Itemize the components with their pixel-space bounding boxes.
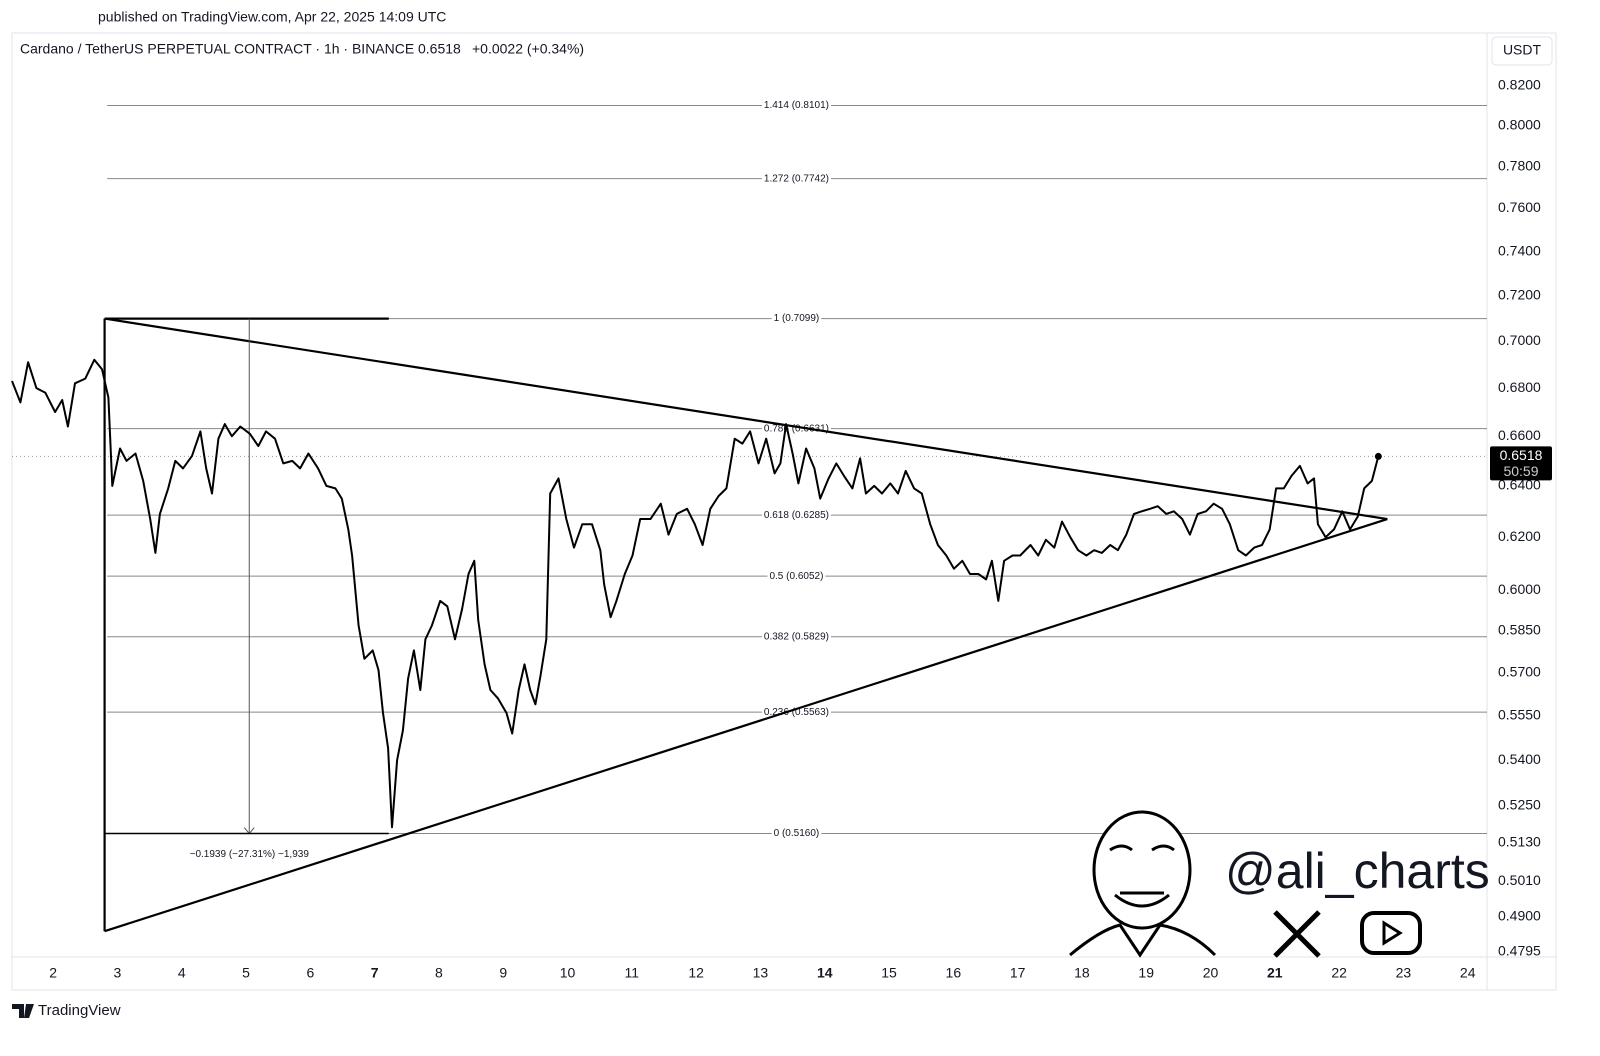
x-tick-label: 6: [306, 965, 314, 981]
fib-label: 1.272 (0.7742): [764, 173, 829, 184]
y-tick-label: 0.7200: [1498, 286, 1541, 302]
fib-label-bg: [771, 313, 822, 325]
y-tick-label: 0.6600: [1498, 427, 1541, 443]
last-price-dot: [1374, 452, 1382, 460]
countdown: 50:59: [1503, 463, 1538, 479]
x-tick-label: 20: [1203, 965, 1219, 981]
y-tick-label: 0.7600: [1498, 199, 1541, 215]
measure-label: −0.1939 (−27.31%) −1,939: [190, 849, 310, 860]
y-tick-label: 0.5850: [1498, 622, 1541, 638]
x-tick-label: 10: [560, 965, 576, 981]
y-tick-label: 0.8000: [1498, 116, 1541, 132]
x-tick-label: 13: [753, 965, 769, 981]
x-tick-label: 14: [817, 965, 833, 981]
header-price: 0.6518: [418, 41, 461, 57]
panel-border: [11, 32, 1557, 991]
y-tick-label: 0.5550: [1498, 707, 1541, 723]
y-tick-label: 0.5700: [1498, 664, 1541, 680]
watermark-handle: @ali_charts: [1225, 843, 1490, 899]
x-tick-label: 16: [946, 965, 962, 981]
tradingview-logo: [12, 1004, 34, 1018]
x-tick-label: 18: [1074, 965, 1090, 981]
y-tick-label: 0.5130: [1498, 834, 1541, 850]
trendline: [104, 317, 1388, 521]
x-tick-label: 11: [625, 965, 640, 981]
fib-label-bg: [767, 570, 826, 582]
x-tick-label: 21: [1267, 965, 1283, 981]
x-tick-label: 4: [178, 965, 186, 981]
fib-label-bg: [761, 706, 831, 718]
price-line: [11, 358, 1380, 829]
header-change: +0.0022 (+0.34%): [472, 41, 584, 57]
y-tick-label: 0.7400: [1498, 242, 1541, 258]
y-tick-label: 0.7800: [1498, 157, 1541, 173]
x-tick-label: 19: [1138, 965, 1154, 981]
y-tick-label: 0.6400: [1498, 477, 1541, 493]
x-tick-label: 2: [49, 965, 57, 981]
fib-label: 1 (0.7099): [774, 313, 820, 324]
y-tick-label: 0.4900: [1498, 908, 1541, 924]
y-tick-label: 0.6000: [1498, 581, 1541, 597]
watermark: @ali_charts: [1069, 810, 1490, 958]
x-tick-label: 17: [1010, 965, 1026, 981]
fib-label: 1.414 (0.8101): [764, 100, 829, 111]
x-tick-label: 9: [499, 965, 507, 981]
currency-button[interactable]: [1491, 36, 1553, 66]
x-tick-label: 8: [435, 965, 443, 981]
x-tick-label: 24: [1460, 965, 1476, 981]
symbol-title: Cardano / TetherUS PERPETUAL CONTRACT · …: [20, 41, 414, 57]
fib-label-bg: [771, 828, 822, 840]
fib-label-bg: [761, 423, 831, 435]
y-tick-label: 0.7000: [1498, 332, 1541, 348]
price-tag: [1490, 446, 1552, 481]
x-tick-label: 12: [688, 965, 704, 981]
fib-label: 0.236 (0.5563): [764, 707, 829, 718]
y-tick-label: 0.8200: [1498, 77, 1541, 93]
fib-label: 0.382 (0.5829): [764, 631, 829, 642]
fib-label-bg: [761, 631, 831, 643]
x-tick-label: 15: [881, 965, 897, 981]
fib-label-bg: [761, 100, 831, 112]
y-tick-label: 0.5400: [1498, 751, 1541, 767]
x-tick-label: 3: [114, 965, 122, 981]
price-tag-label: 0.6518: [1500, 447, 1543, 463]
x-tick-label: 22: [1331, 965, 1347, 981]
published-note: published on TradingView.com, Apr 22, 20…: [98, 9, 446, 25]
fib-label: 0.618 (0.6285): [764, 510, 829, 521]
currency-label[interactable]: USDT: [1503, 42, 1542, 58]
y-tick-label: 0.5250: [1498, 796, 1541, 812]
x-tick-label: 5: [242, 965, 250, 981]
fib-label: 0 (0.5160): [774, 828, 820, 839]
y-tick-label: 0.5010: [1498, 872, 1541, 888]
y-tick-label: 0.4795: [1498, 943, 1541, 959]
plot: 1.414 (0.8101) 1.272 (0.7742) 1 (0.7099) 0.…: [11, 100, 1487, 933]
y-tick-label: 0.6200: [1498, 528, 1541, 544]
fib-label: 0.5 (0.6052): [769, 571, 823, 582]
fib-label-bg: [761, 173, 831, 185]
x-tick-label: 7: [371, 965, 379, 981]
fib-label-bg: [761, 509, 831, 521]
trendline: [104, 517, 1388, 933]
fib-label: 0.786 (0.6631): [764, 423, 829, 434]
y-tick-label: 0.6800: [1498, 379, 1541, 395]
footer-brand: TradingView: [38, 1002, 121, 1019]
x-tick-label: 23: [1396, 965, 1412, 981]
